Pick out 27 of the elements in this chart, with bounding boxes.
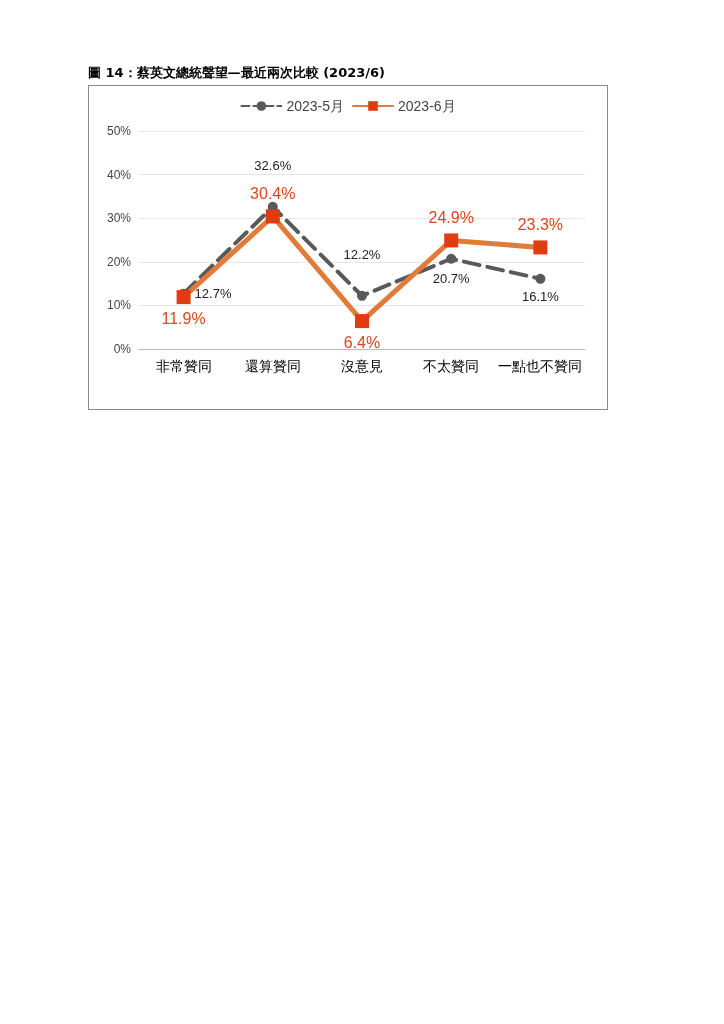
legend-label: 2023-6月 — [398, 98, 456, 114]
data-label: 24.9% — [428, 208, 474, 226]
point — [535, 273, 546, 284]
x-tick-label: 非常贊同 — [155, 358, 212, 374]
point — [357, 290, 367, 301]
y-tick-label: 20% — [106, 254, 132, 269]
data-label: 20.7% — [432, 270, 471, 286]
x-tick-label: 沒意見 — [341, 358, 383, 374]
y-tick-label: 40% — [106, 167, 132, 182]
x-tick-label: 不太贊同 — [423, 358, 480, 374]
x-tick-label: 一點也不贊同 — [498, 358, 583, 374]
x-tick-label: 還算贊同 — [244, 358, 301, 374]
data-label: 6.4% — [343, 333, 381, 351]
data-label: 12.2% — [343, 246, 381, 262]
data-label: 12.7% — [194, 286, 232, 302]
data-label: 32.6% — [254, 157, 292, 173]
data-label: 11.9% — [161, 309, 206, 327]
y-tick-label: 0% — [113, 342, 132, 356]
chart-title: 圖 14：蔡英文總統聲望—最近兩次比較 (2023/6) — [88, 64, 386, 82]
y-tick-label: 50% — [106, 124, 132, 138]
legend-label: 2023-5月 — [286, 98, 344, 114]
data-label: 30.4% — [250, 184, 296, 202]
data-label: 23.3% — [517, 215, 564, 233]
y-tick-label: 10% — [106, 298, 132, 313]
data-label: 16.1% — [521, 288, 560, 304]
point — [446, 253, 457, 264]
y-tick-label: 30% — [106, 211, 132, 226]
